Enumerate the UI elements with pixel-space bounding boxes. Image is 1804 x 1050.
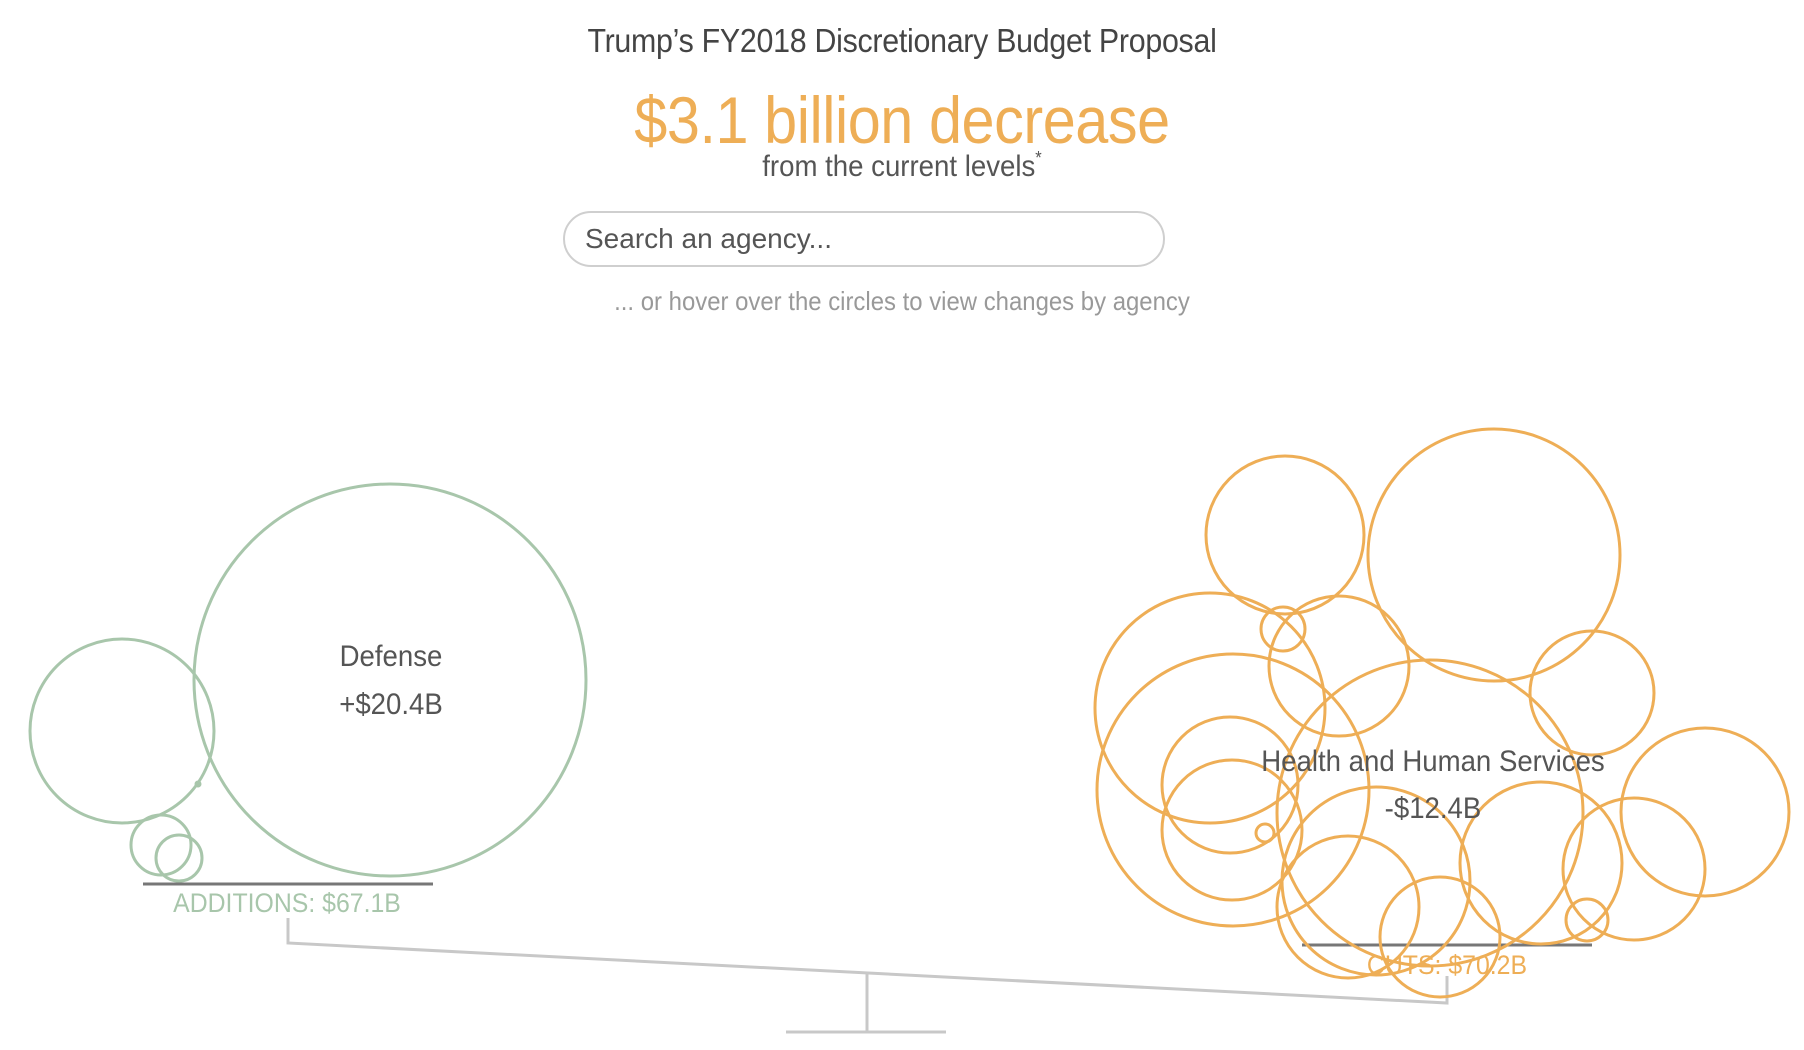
cuts-agency-bubble[interactable] bbox=[1160, 715, 1300, 855]
cuts-agency-bubble[interactable] bbox=[1275, 658, 1585, 968]
defense-label: Defense bbox=[340, 640, 443, 673]
additions-bubbles bbox=[28, 482, 588, 883]
budget-change-headline: $3.1 billion decrease bbox=[634, 83, 1170, 157]
cuts-bubbles bbox=[1093, 427, 1791, 999]
cuts-agency-bubble[interactable] bbox=[1528, 629, 1656, 757]
cuts-agency-bubble[interactable] bbox=[1095, 652, 1371, 928]
cuts-agency-bubble[interactable] bbox=[1259, 605, 1307, 653]
additions-agency-bubble[interactable] bbox=[192, 482, 588, 878]
cuts-agency-bubble[interactable] bbox=[1160, 758, 1304, 902]
hover-hint: ... or hover over the circles to view ch… bbox=[614, 286, 1190, 316]
cuts-agency-bubble[interactable] bbox=[1564, 897, 1610, 943]
cuts-agency-bubble[interactable] bbox=[1458, 780, 1624, 946]
cuts-agency-bubble[interactable] bbox=[1561, 796, 1707, 942]
cuts-agency-bubble[interactable] bbox=[1267, 594, 1411, 738]
agency-search-input[interactable] bbox=[563, 211, 1165, 267]
additions-agency-bubble[interactable] bbox=[194, 780, 202, 788]
cuts-agency-bubble[interactable] bbox=[1204, 454, 1366, 616]
defense-value-label: +$20.4B bbox=[339, 688, 443, 721]
additions-agency-bubble[interactable] bbox=[28, 637, 216, 825]
cuts-agency-bubble[interactable] bbox=[1378, 875, 1502, 999]
balance-beam bbox=[286, 918, 1449, 1005]
cuts-agency-bubble[interactable] bbox=[1093, 591, 1327, 825]
hhs-value-label: -$12.4B bbox=[1385, 792, 1482, 825]
footnote-marker: * bbox=[1035, 148, 1042, 168]
cuts-agency-bubble[interactable] bbox=[1275, 834, 1421, 980]
hhs-label: Health and Human Services bbox=[1261, 745, 1605, 778]
chart-title: Trump’s FY2018 Discretionary Budget Prop… bbox=[587, 22, 1217, 59]
subheadline-text: from the current levels bbox=[762, 150, 1036, 183]
cuts-agency-bubble[interactable] bbox=[1254, 822, 1276, 844]
additions-agency-bubble[interactable] bbox=[154, 833, 204, 883]
cuts-agency-bubble[interactable] bbox=[1619, 726, 1791, 898]
cuts-total-label: CUTS: $70.2B bbox=[1367, 951, 1527, 980]
additions-total-label: ADDITIONS: $67.1B bbox=[173, 889, 401, 918]
subheadline: from the current levels* bbox=[72, 148, 1732, 184]
cuts-agency-bubble[interactable] bbox=[1366, 427, 1622, 683]
additions-agency-bubble[interactable] bbox=[129, 813, 193, 877]
